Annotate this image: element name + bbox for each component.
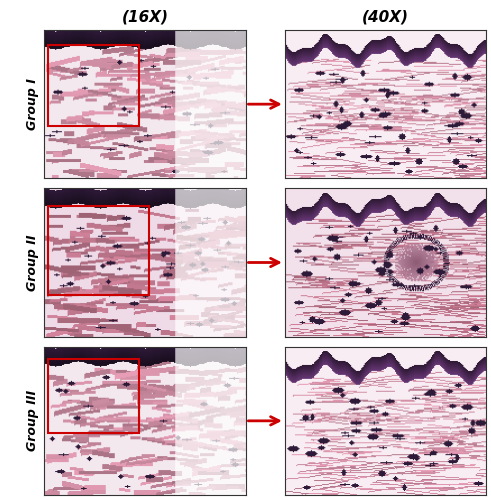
Text: Group III: Group III: [27, 390, 39, 452]
Text: (40X): (40X): [362, 10, 409, 25]
Text: Group II: Group II: [27, 234, 39, 291]
Bar: [48, 358, 139, 432]
Bar: [48, 206, 149, 295]
Text: (16X): (16X): [121, 10, 168, 25]
Text: Group I: Group I: [27, 78, 39, 130]
Bar: [48, 45, 139, 126]
